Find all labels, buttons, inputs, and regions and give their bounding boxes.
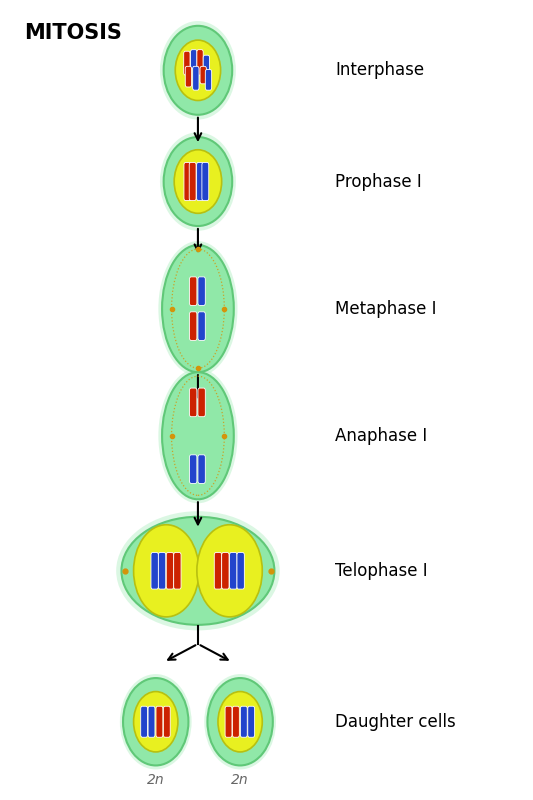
FancyBboxPatch shape	[184, 162, 191, 201]
Ellipse shape	[134, 691, 178, 752]
FancyBboxPatch shape	[190, 312, 197, 341]
FancyBboxPatch shape	[190, 388, 197, 417]
FancyBboxPatch shape	[198, 277, 205, 306]
FancyBboxPatch shape	[141, 706, 148, 738]
Ellipse shape	[164, 137, 232, 226]
FancyBboxPatch shape	[200, 66, 206, 84]
FancyBboxPatch shape	[191, 50, 197, 69]
FancyBboxPatch shape	[192, 66, 199, 90]
FancyBboxPatch shape	[166, 553, 174, 589]
FancyBboxPatch shape	[156, 706, 163, 738]
FancyBboxPatch shape	[240, 706, 247, 738]
Text: 2n: 2n	[147, 774, 165, 787]
Ellipse shape	[175, 40, 221, 101]
FancyBboxPatch shape	[197, 162, 204, 201]
FancyBboxPatch shape	[174, 553, 181, 589]
Text: Metaphase I: Metaphase I	[335, 300, 437, 318]
FancyBboxPatch shape	[232, 706, 239, 738]
FancyBboxPatch shape	[202, 162, 209, 201]
FancyBboxPatch shape	[164, 706, 170, 738]
Text: Prophase I: Prophase I	[335, 173, 422, 190]
Ellipse shape	[160, 132, 236, 230]
FancyBboxPatch shape	[214, 553, 222, 589]
FancyBboxPatch shape	[205, 70, 212, 90]
Text: MITOSIS: MITOSIS	[24, 22, 122, 42]
Text: Telophase I: Telophase I	[335, 562, 427, 580]
FancyBboxPatch shape	[197, 50, 203, 75]
FancyBboxPatch shape	[222, 553, 229, 589]
FancyBboxPatch shape	[185, 66, 191, 87]
Ellipse shape	[123, 678, 189, 766]
Ellipse shape	[204, 674, 276, 770]
Ellipse shape	[160, 21, 236, 119]
Ellipse shape	[162, 245, 234, 372]
Ellipse shape	[174, 150, 222, 214]
Ellipse shape	[158, 368, 238, 503]
Ellipse shape	[158, 241, 238, 376]
FancyBboxPatch shape	[203, 55, 209, 78]
Text: Anaphase I: Anaphase I	[335, 426, 427, 445]
FancyBboxPatch shape	[198, 455, 205, 483]
FancyBboxPatch shape	[248, 706, 255, 738]
FancyBboxPatch shape	[198, 312, 205, 341]
Ellipse shape	[197, 525, 262, 617]
FancyBboxPatch shape	[190, 277, 197, 306]
FancyBboxPatch shape	[189, 162, 196, 201]
Text: 2n: 2n	[231, 774, 249, 787]
FancyBboxPatch shape	[237, 553, 244, 589]
Ellipse shape	[162, 372, 234, 499]
Ellipse shape	[134, 525, 199, 617]
FancyBboxPatch shape	[158, 553, 166, 589]
Ellipse shape	[207, 678, 273, 766]
FancyBboxPatch shape	[184, 51, 190, 75]
FancyBboxPatch shape	[151, 553, 158, 589]
Ellipse shape	[122, 517, 274, 625]
Ellipse shape	[120, 674, 191, 770]
FancyBboxPatch shape	[190, 455, 197, 483]
FancyBboxPatch shape	[225, 706, 232, 738]
Text: Daughter cells: Daughter cells	[335, 713, 456, 730]
Ellipse shape	[164, 26, 232, 114]
Text: Interphase: Interphase	[335, 62, 424, 79]
Ellipse shape	[116, 511, 280, 630]
Ellipse shape	[218, 691, 262, 752]
FancyBboxPatch shape	[198, 388, 205, 417]
FancyBboxPatch shape	[148, 706, 155, 738]
FancyBboxPatch shape	[230, 553, 237, 589]
